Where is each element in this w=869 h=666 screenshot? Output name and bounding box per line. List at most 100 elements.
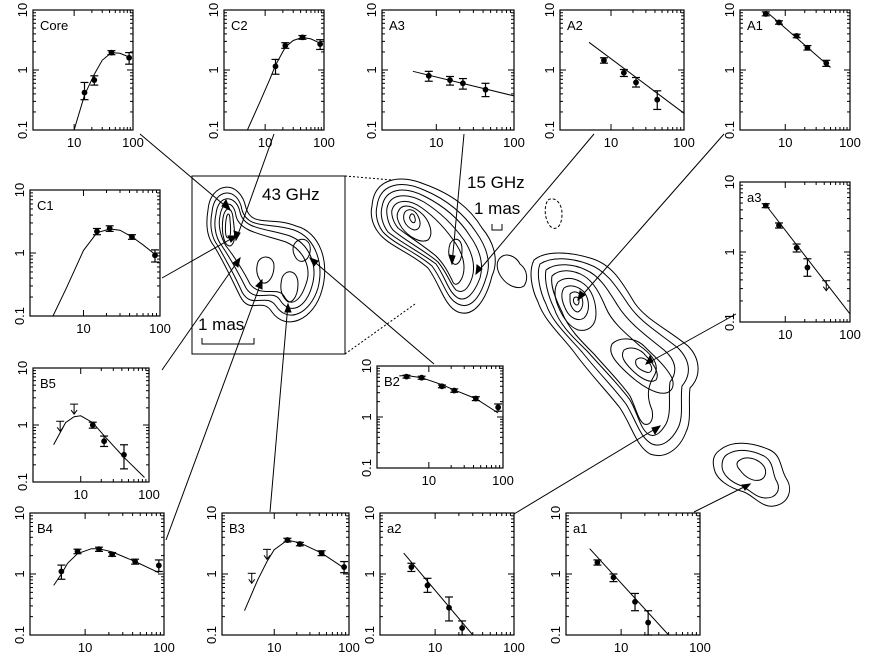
panel-ticks xyxy=(30,513,165,636)
panel-c2: C2 10 100 0.1 1 10 xyxy=(206,3,335,150)
y-tick-label: 10 xyxy=(722,175,737,189)
x-tick-label: 100 xyxy=(338,640,360,655)
panel-c1: C1 10 100 0.1 1 10 xyxy=(12,183,171,336)
data-point xyxy=(407,562,416,573)
data-point xyxy=(417,374,426,381)
y-tick-label: 10 xyxy=(12,183,27,197)
map-15ghz-label: 15 GHz xyxy=(467,173,525,192)
panel-a1: a1 10 100 0.1 1 10 xyxy=(548,506,711,655)
panel-title: B5 xyxy=(40,376,56,391)
y-tick-label: 10 xyxy=(542,3,557,17)
panel-ticks xyxy=(380,513,515,636)
panel-a2: A2 10 100 0.1 1 10 xyxy=(542,3,695,150)
data-point xyxy=(131,558,140,565)
map-43ghz-label: 43 GHz xyxy=(262,185,320,204)
data-point xyxy=(761,202,770,209)
upper-limit-marker xyxy=(263,548,272,561)
panel-title: a3 xyxy=(747,190,761,205)
data-point xyxy=(90,75,99,86)
x-tick-label: 10 xyxy=(258,135,272,150)
panel-frame xyxy=(32,9,134,131)
panel-title: A2 xyxy=(567,18,583,33)
data-point xyxy=(317,550,326,557)
data-point xyxy=(450,387,459,394)
data-point xyxy=(774,19,783,26)
data-point xyxy=(599,57,608,64)
x-tick-label: 10 xyxy=(73,487,87,502)
y-tick-label: 1 xyxy=(548,570,563,577)
panel-title: A3 xyxy=(389,18,405,33)
data-point xyxy=(803,44,812,51)
y-tick-label: 1 xyxy=(204,570,219,577)
x-tick-label: 100 xyxy=(503,640,525,655)
x-tick-label: 10 xyxy=(267,640,281,655)
y-tick-label: 0.1 xyxy=(722,313,737,331)
y-tick-label: 0.1 xyxy=(542,121,557,139)
data-point xyxy=(803,258,812,277)
y-tick-label: 0.1 xyxy=(15,121,30,139)
y-tick-label: 0.1 xyxy=(12,626,27,644)
x-tick-label: 10 xyxy=(778,135,792,150)
data-point xyxy=(774,222,783,229)
panel-ticks xyxy=(740,10,851,131)
data-point xyxy=(73,548,82,555)
pointer-lines xyxy=(139,133,752,541)
x-tick-label: 10 xyxy=(604,135,618,150)
data-point xyxy=(80,81,89,101)
y-tick-label: 0.1 xyxy=(15,473,30,491)
model-curve xyxy=(53,415,145,478)
data-point xyxy=(619,68,628,78)
data-point xyxy=(481,82,490,98)
map-43ghz-scale-bar xyxy=(201,338,255,345)
x-tick-label: 100 xyxy=(839,135,861,150)
upper-limit-marker xyxy=(247,572,256,585)
y-tick-label: 1 xyxy=(364,66,379,73)
zoom-connectors xyxy=(344,175,416,355)
panel-b2: B2 10 100 0.1 1 10 xyxy=(359,359,514,488)
data-point xyxy=(100,435,109,448)
data-point xyxy=(653,90,662,111)
panel-title: C2 xyxy=(231,18,248,33)
x-tick-label: 10 xyxy=(67,135,81,150)
panel-b5: B5 10 100 0.1 1 10 xyxy=(15,361,160,502)
y-tick-label: 1 xyxy=(722,66,737,73)
y-tick-label: 1 xyxy=(359,413,374,420)
panel-ticks xyxy=(740,182,851,323)
data-point xyxy=(458,620,467,636)
upper-limit-marker xyxy=(56,420,65,433)
x-tick-label: 10 xyxy=(614,640,628,655)
map-15ghz-contours xyxy=(370,178,790,507)
panel-b3: B3 10 100 0.1 1 10 xyxy=(204,506,360,655)
panel-a3: a3 10 100 0.1 1 10 xyxy=(722,175,861,342)
panel-title: B4 xyxy=(37,521,53,536)
y-tick-label: 0.1 xyxy=(204,626,219,644)
data-point xyxy=(644,610,653,636)
panel-frame xyxy=(221,512,350,636)
x-tick-label: 100 xyxy=(153,640,175,655)
x-tick-label: 10 xyxy=(428,640,442,655)
data-point xyxy=(57,564,66,580)
map-43ghz-frame xyxy=(191,175,346,355)
panel-title: C1 xyxy=(37,198,54,213)
map-43ghz-scale-label: 1 mas xyxy=(198,315,244,334)
x-tick-label: 100 xyxy=(122,135,144,150)
x-tick-label: 10 xyxy=(778,327,792,342)
data-point xyxy=(792,243,801,253)
panel-ticks xyxy=(222,513,350,636)
model-curve xyxy=(589,548,669,635)
panel-a2: a2 10 100 0.1 1 10 xyxy=(362,506,525,655)
data-point xyxy=(119,444,128,470)
panel-title: Core xyxy=(40,18,68,33)
y-tick-label: 0.1 xyxy=(722,121,737,139)
panel-ticks xyxy=(377,366,504,469)
y-tick-label: 0.1 xyxy=(206,121,221,139)
data-point xyxy=(283,537,292,543)
data-point xyxy=(150,249,159,263)
data-point xyxy=(281,42,290,49)
data-point xyxy=(471,395,480,402)
data-point xyxy=(92,227,101,236)
panel-ticks xyxy=(33,10,134,131)
map-43ghz: 43 GHz 1 mas xyxy=(191,175,346,355)
data-point xyxy=(105,225,114,233)
